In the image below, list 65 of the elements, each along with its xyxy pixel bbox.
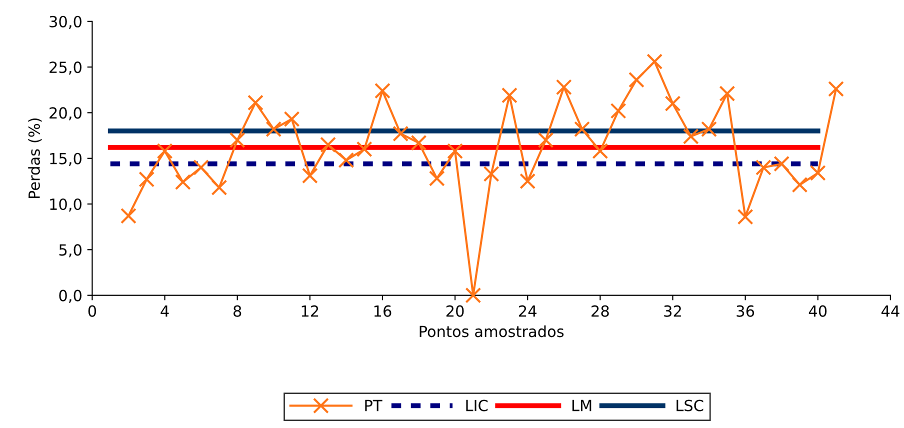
point <box>392 126 409 142</box>
x-tick-label: 28 <box>592 305 609 317</box>
point <box>356 141 372 158</box>
point <box>174 174 191 190</box>
x-tick-label: 0 <box>88 305 96 317</box>
x-tick-label: 20 <box>446 305 464 317</box>
y-tick-label: 30,0 <box>50 16 82 29</box>
legend-label: LM <box>572 400 592 412</box>
legend-label: LSC <box>676 400 704 412</box>
point <box>792 176 808 193</box>
x-tick-label: 4 <box>160 306 169 317</box>
y-tick-label: 25,0 <box>50 62 82 75</box>
point <box>828 80 844 97</box>
point <box>428 170 445 186</box>
point <box>410 134 427 151</box>
point <box>701 121 718 138</box>
y-axis-title: Perdas (%) <box>28 118 42 198</box>
point <box>320 136 336 153</box>
x-tick-label: 44 <box>881 306 900 317</box>
x-tick-label: 16 <box>374 305 392 317</box>
x-tick-label: 36 <box>736 305 754 317</box>
y-tick-label: 10,0 <box>50 198 82 212</box>
x-tick-label: 12 <box>302 305 318 317</box>
point <box>338 152 354 168</box>
y-tick-label: 5,0 <box>59 244 82 258</box>
point <box>520 173 536 190</box>
point <box>302 168 318 184</box>
y-tick-label: 20,0 <box>50 107 82 120</box>
legend-label: LIC <box>466 400 488 412</box>
point <box>284 111 300 128</box>
point <box>646 54 663 70</box>
point <box>193 160 210 176</box>
x-tick-label: 8 <box>234 305 242 317</box>
y-tick-label: 15,0 <box>50 152 82 166</box>
point <box>266 121 282 138</box>
point <box>483 166 500 182</box>
point <box>138 171 155 188</box>
point <box>682 128 699 144</box>
point <box>755 160 772 176</box>
point <box>374 82 390 99</box>
point <box>120 208 136 224</box>
x-tick-label: 40 <box>808 305 827 317</box>
point <box>719 86 736 102</box>
x-axis-title: Pontos amostrados <box>420 325 564 338</box>
point <box>610 102 626 119</box>
point <box>737 208 754 225</box>
point <box>447 143 464 160</box>
point <box>810 164 826 181</box>
point <box>774 156 790 172</box>
point <box>229 132 246 148</box>
x-tick-label: 32 <box>664 305 681 317</box>
x-tick-label: 24 <box>519 305 536 317</box>
point <box>628 72 644 88</box>
point <box>465 287 482 304</box>
legend-label: PT <box>365 400 382 412</box>
point <box>501 87 518 104</box>
point <box>538 132 554 148</box>
point <box>664 96 681 112</box>
point <box>556 79 572 96</box>
point <box>247 94 264 111</box>
point <box>574 121 590 138</box>
y-tick-label: 0,0 <box>59 290 82 303</box>
point <box>211 180 228 196</box>
point <box>592 143 608 160</box>
point <box>156 143 173 160</box>
